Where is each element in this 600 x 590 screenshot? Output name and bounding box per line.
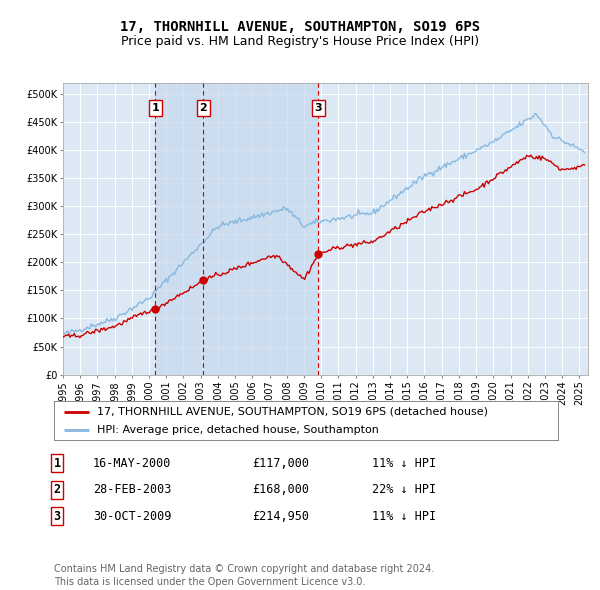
Text: 30-OCT-2009: 30-OCT-2009 — [93, 510, 172, 523]
Text: 1: 1 — [152, 103, 160, 113]
Text: 2: 2 — [200, 103, 208, 113]
Text: HPI: Average price, detached house, Southampton: HPI: Average price, detached house, Sout… — [97, 425, 379, 435]
Text: 2: 2 — [53, 483, 61, 496]
Bar — [155, 83, 203, 375]
Text: 3: 3 — [314, 103, 322, 113]
Text: 11% ↓ HPI: 11% ↓ HPI — [372, 510, 436, 523]
Text: £117,000: £117,000 — [252, 457, 309, 470]
Text: 17, THORNHILL AVENUE, SOUTHAMPTON, SO19 6PS: 17, THORNHILL AVENUE, SOUTHAMPTON, SO19 … — [120, 19, 480, 34]
Text: £168,000: £168,000 — [252, 483, 309, 496]
Text: £214,950: £214,950 — [252, 510, 309, 523]
Text: 28-FEB-2003: 28-FEB-2003 — [93, 483, 172, 496]
Text: 11% ↓ HPI: 11% ↓ HPI — [372, 457, 436, 470]
Text: 17, THORNHILL AVENUE, SOUTHAMPTON, SO19 6PS (detached house): 17, THORNHILL AVENUE, SOUTHAMPTON, SO19 … — [97, 407, 488, 417]
Text: 3: 3 — [53, 510, 61, 523]
Bar — [203, 83, 318, 375]
Text: Price paid vs. HM Land Registry's House Price Index (HPI): Price paid vs. HM Land Registry's House … — [121, 35, 479, 48]
Text: 1: 1 — [53, 457, 61, 470]
Text: 16-MAY-2000: 16-MAY-2000 — [93, 457, 172, 470]
Text: 22% ↓ HPI: 22% ↓ HPI — [372, 483, 436, 496]
Text: Contains HM Land Registry data © Crown copyright and database right 2024.
This d: Contains HM Land Registry data © Crown c… — [54, 564, 434, 587]
